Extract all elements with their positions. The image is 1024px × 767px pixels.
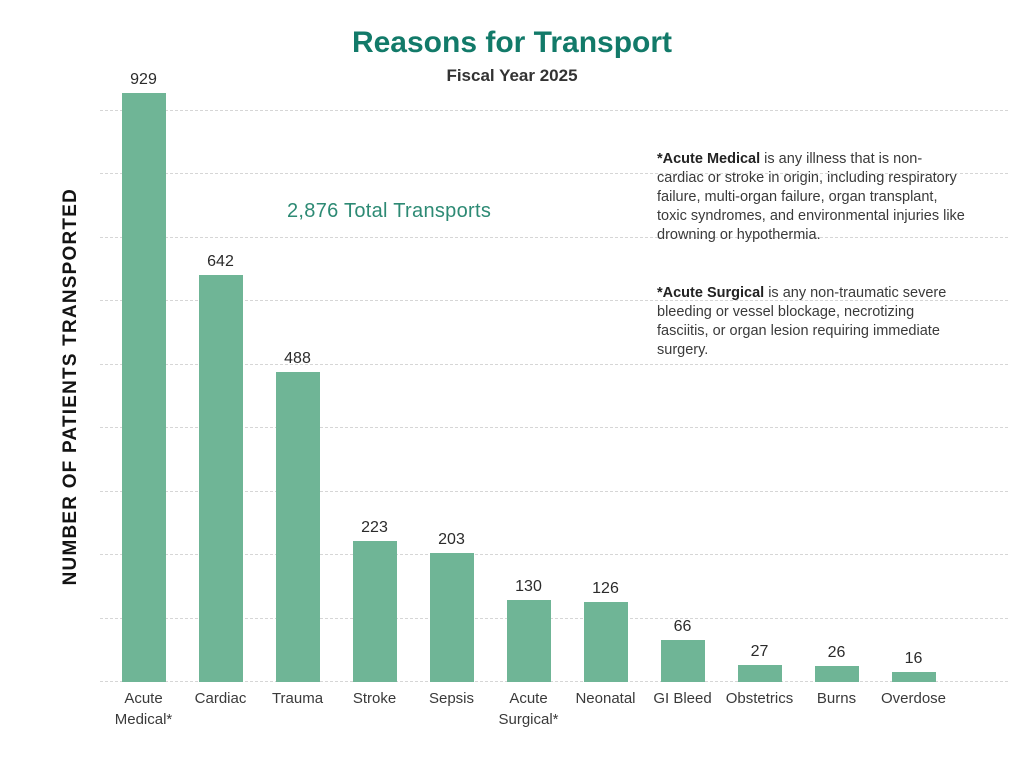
bar-value-overdose: 16 [904, 649, 923, 667]
bar-value-cardiac: 642 [207, 252, 234, 270]
gridline-500 [100, 363, 1008, 365]
bar-acute-medical [121, 92, 166, 682]
bar-group-overdose: 16 [875, 650, 952, 682]
chart-header: Reasons for Transport Fiscal Year 2025 [0, 26, 1024, 86]
bar-group-obstetrics: 27 [721, 643, 798, 682]
bar-value-acute-surgical: 130 [515, 577, 542, 595]
x-label-acute-medical: Acute Medical* [114, 690, 173, 728]
bar-value-acute-medical: 929 [130, 70, 157, 88]
bar-group-sepsis: 203 [413, 531, 490, 682]
bar-group-burns: 26 [798, 644, 875, 682]
gridline-100 [100, 617, 1008, 619]
bar-group-acute-surgical: 130 [490, 578, 567, 682]
bar-stroke [352, 540, 397, 682]
bar-group-acute-medical: 929 [105, 71, 182, 682]
x-axis-labels: Acute Medical* Cardiac Trauma Stroke Sepsis A… [105, 688, 952, 730]
bar-group-trauma: 488 [259, 350, 336, 682]
bar-gi-bleed [660, 640, 705, 682]
bar-value-trauma: 488 [284, 350, 311, 368]
acute-surgical-footnote-lead: *Acute Surgical [657, 285, 765, 301]
x-label-obstetrics: Obstetrics [725, 690, 794, 707]
bar-sepsis [429, 553, 474, 682]
y-axis-label-wrap: NUMBER OF PATIENTS TRANSPORTED [50, 92, 92, 682]
acute-medical-footnote-lead: *Acute Medical [657, 151, 761, 167]
plot-area: 929 642 488 223 203 130 126 66 27 26 16 [100, 71, 1008, 682]
y-axis-label: NUMBER OF PATIENTS TRANSPORTED [60, 188, 81, 586]
x-label-acute-surgical: Acute Surgical* [498, 690, 559, 728]
bar-burns [814, 665, 859, 682]
x-label-overdose: Overdose [880, 690, 947, 707]
gridline-600 [100, 300, 1008, 302]
chart-title: Reasons for Transport [351, 26, 673, 59]
bar-value-neonatal: 126 [592, 580, 619, 598]
bar-value-gi-bleed: 66 [673, 618, 692, 636]
gridline-0 [100, 681, 1008, 682]
acute-surgical-footnote-text: is any non-traumatic severe bleeding or … [657, 285, 947, 358]
acute-medical-footnote: *Acute Medical is any illness that is no… [657, 150, 965, 245]
x-label-gi-bleed: GI Bleed [653, 690, 712, 707]
bars-container: 929 642 488 223 203 130 126 66 27 26 16 [105, 71, 952, 682]
gridline-900 [100, 110, 1008, 112]
bar-neonatal [583, 602, 628, 682]
gridline-400 [100, 427, 1008, 429]
x-label-trauma: Trauma [271, 690, 324, 707]
bar-value-stroke: 223 [361, 518, 388, 536]
x-label-burns: Burns [816, 690, 857, 707]
x-label-neonatal: Neonatal [575, 690, 636, 707]
gridline-300 [100, 490, 1008, 492]
bar-acute-surgical [506, 599, 551, 682]
bar-value-sepsis: 203 [438, 531, 465, 549]
chart-subtitle: Fiscal Year 2025 [446, 66, 578, 85]
gridline-200 [100, 554, 1008, 556]
acute-surgical-footnote: *Acute Surgical is any non-traumatic sev… [657, 284, 965, 360]
bar-obstetrics [737, 664, 782, 682]
x-label-cardiac: Cardiac [194, 690, 247, 707]
bar-value-obstetrics: 27 [750, 642, 769, 660]
bar-group-stroke: 223 [336, 519, 413, 682]
bar-group-cardiac: 642 [182, 253, 259, 682]
bar-group-gi-bleed: 66 [644, 618, 721, 682]
acute-medical-footnote-text: is any illness that is non-cardiac or st… [657, 151, 965, 243]
bar-value-burns: 26 [827, 643, 846, 661]
gridline-700 [100, 236, 1008, 238]
total-transports-annotation: 2,876 Total Transports [287, 200, 492, 222]
x-label-sepsis: Sepsis [428, 690, 475, 707]
bar-group-neonatal: 126 [567, 580, 644, 682]
x-label-stroke: Stroke [352, 690, 397, 707]
bar-trauma [275, 372, 320, 682]
bar-overdose [891, 671, 936, 682]
bar-cardiac [198, 274, 243, 682]
gridline-800 [100, 173, 1008, 175]
